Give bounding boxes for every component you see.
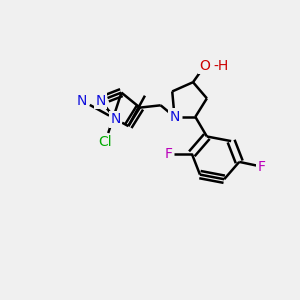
- Text: F: F: [257, 160, 265, 173]
- Text: N: N: [77, 94, 87, 108]
- Text: N: N: [110, 112, 121, 126]
- Text: Cl: Cl: [98, 135, 112, 149]
- Text: F: F: [165, 147, 173, 161]
- Text: N: N: [110, 112, 121, 126]
- Text: N: N: [95, 94, 106, 108]
- Text: O: O: [199, 59, 210, 73]
- Text: F: F: [165, 147, 173, 161]
- Text: -H: -H: [213, 59, 229, 73]
- Text: N: N: [169, 110, 180, 124]
- Text: N: N: [95, 94, 106, 108]
- Text: F: F: [257, 160, 265, 173]
- Text: Cl: Cl: [98, 135, 112, 149]
- Text: N: N: [169, 110, 180, 124]
